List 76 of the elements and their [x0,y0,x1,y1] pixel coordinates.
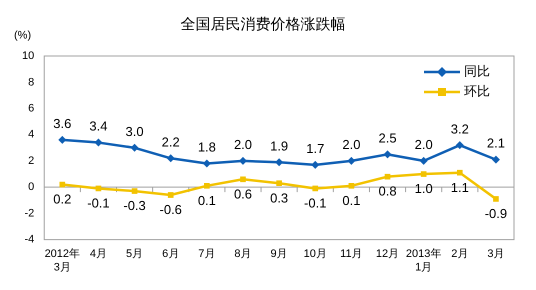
data-label: 3.2 [450,121,469,136]
point [347,156,356,165]
point [202,160,211,168]
x-tick-label: 5月 [126,248,144,260]
data-label: -0.3 [123,198,146,214]
data-label: 2.0 [234,136,252,152]
x-tick-label: 4月 [90,248,107,260]
legend-label: 同比 [464,64,490,79]
point [311,160,320,169]
x-tick-label: 8月 [234,248,252,260]
x-tick-label: 10月 [304,248,327,260]
point [420,156,428,165]
data-label: -0.6 [160,202,182,218]
x-tick-label: 6月 [162,248,180,260]
y-tick-label: 2 [28,154,34,167]
data-label: -0.1 [87,196,110,211]
x-tick-label: 12月 [376,248,400,260]
point [348,183,354,189]
point [132,188,138,194]
y-axis-title: (%) [14,30,32,42]
legend-label: 环比 [464,84,490,99]
data-label: 0.1 [342,192,360,208]
data-label: -0.1 [304,196,326,211]
data-label: -0.9 [484,206,508,222]
data-label: 1.7 [306,140,324,156]
point [384,174,390,180]
point [420,171,426,177]
point [166,154,175,162]
point [384,150,392,158]
point [312,186,318,192]
chart-title: 全国居民消费价格涨跌幅 [180,16,346,34]
y-tick-label: 6 [28,102,34,114]
point [58,136,66,144]
point [456,141,464,150]
y-tick-label: 4 [28,128,34,141]
point [240,176,246,182]
data-label: 1.9 [270,138,288,154]
point [456,170,463,176]
x-tick-label: 9月 [270,248,288,260]
y-tick-label: -2 [24,207,34,220]
data-label: 1.8 [198,140,216,155]
point [204,183,210,189]
data-label: 0.2 [53,192,72,207]
x-tick-label: 2012年 3月 [44,248,80,274]
data-label: 0.1 [198,192,216,208]
data-label: 3.0 [126,124,144,139]
point [276,180,282,186]
point [493,196,499,202]
y-tick-label: 10 [22,50,34,62]
data-label: 0.3 [270,190,288,206]
point [59,182,66,188]
point [492,156,500,164]
y-tick-label: 8 [28,76,34,88]
point [238,156,247,165]
data-label: 3.4 [89,118,108,134]
data-label: 0.8 [378,184,397,199]
x-tick-label: 11月 [340,248,363,260]
data-label: 2.0 [414,136,433,152]
data-label: 3.6 [53,116,72,132]
x-tick-label: 7月 [198,248,216,260]
data-label: 1.0 [414,181,433,196]
data-label: 1.1 [450,180,469,195]
data-label: 2.2 [162,134,180,150]
y-tick-label: -4 [24,234,34,246]
x-tick-label: 2013年 1月 [406,248,442,274]
point [130,144,139,152]
point [96,186,102,192]
x-tick-label: 2月 [451,248,468,260]
data-label: 2.0 [342,136,360,152]
x-tick-label: 3月 [487,248,504,260]
point [275,158,284,166]
data-label: 2.5 [378,130,397,146]
data-label: 2.1 [486,136,505,151]
y-tick-label: 0 [28,181,34,194]
point [168,192,174,198]
data-label: 0.6 [234,186,252,202]
